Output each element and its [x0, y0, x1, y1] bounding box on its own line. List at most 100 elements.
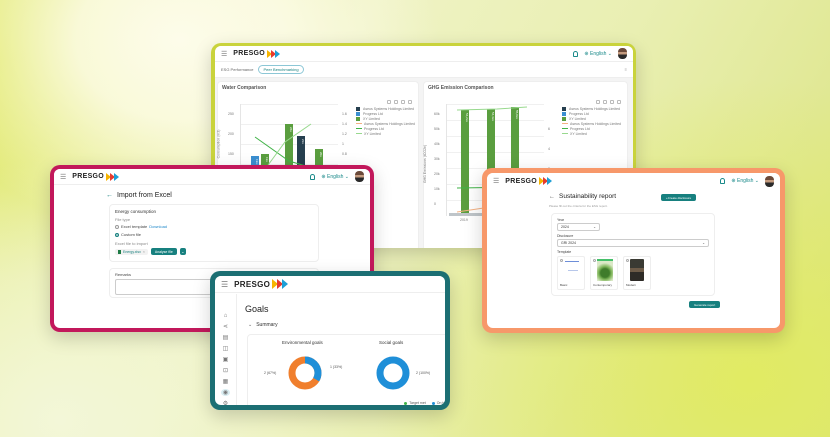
- download-link[interactable]: Download: [149, 224, 168, 229]
- create-disclosure-button[interactable]: + Create disclosure: [661, 194, 697, 201]
- language-selector[interactable]: ⊕ English ⌄: [731, 178, 759, 184]
- download-icon[interactable]: [617, 100, 621, 104]
- legend-item[interactable]: Aseus Systems Holdings Limited: [356, 106, 415, 111]
- water-legend: Aseus Systems Holdings Limited Progress …: [356, 106, 415, 136]
- calendar-icon[interactable]: ▤: [222, 335, 229, 341]
- bar-xy-2020[interactable]: 54,4xx: [487, 109, 495, 216]
- template-basic[interactable]: Basic: [557, 256, 585, 290]
- bar-xy-2019[interactable]: 54,2xx: [461, 110, 469, 216]
- chart-toolbar: [593, 91, 621, 109]
- back-arrow-icon[interactable]: ←: [549, 193, 555, 200]
- template-options: Basic Contemporary Modern: [557, 256, 709, 290]
- social-donut-chart[interactable]: [375, 355, 411, 391]
- legend-item[interactable]: XY Limited: [562, 116, 621, 121]
- share-icon[interactable]: ⋖: [222, 324, 229, 330]
- env-left-label: 2 (67%): [264, 371, 277, 375]
- excel-file-icon: [118, 249, 121, 254]
- more-icon[interactable]: ≡: [624, 67, 627, 72]
- radio-excel-template[interactable]: Excel template Download: [115, 224, 313, 229]
- ghg-chart-title: GHG Emission Comparison: [428, 85, 494, 91]
- radio-icon: [593, 259, 596, 262]
- y-ticks-right: 1.6 1.4 1.2 1 0.8: [342, 112, 347, 156]
- pan-icon[interactable]: [401, 100, 405, 104]
- legend-item[interactable]: Aseus Systems Holdings Limited: [562, 121, 621, 126]
- tab-esg-performance[interactable]: ESG Performance: [221, 67, 254, 72]
- page-header: ← Sustainability report: [549, 193, 616, 200]
- remove-file-icon[interactable]: ×: [142, 249, 145, 254]
- sidebar: ⌂ ⋖ ▤ ◫ ▣ ⊡ ▦ ◉ ⚙: [215, 294, 237, 405]
- analyse-dropdown-button[interactable]: ⌄: [179, 248, 186, 255]
- page-subtitle: Please fill out the criteria for the ESG…: [549, 204, 608, 208]
- page-title: Goals: [245, 304, 269, 314]
- document-icon[interactable]: ▣: [222, 357, 229, 363]
- legend-item[interactable]: Progress Ltd: [562, 126, 621, 131]
- page-header: ← Import from Excel: [106, 192, 172, 199]
- import-form-card: Energy consumption File type Excel templ…: [109, 204, 319, 262]
- legend-item[interactable]: XY Limited: [356, 131, 415, 136]
- logo: PRESGO: [505, 177, 553, 185]
- avatar[interactable]: [618, 48, 627, 59]
- language-selector[interactable]: ⊕ English ⌄: [584, 50, 612, 57]
- inbox-icon[interactable]: ⊡: [222, 368, 229, 374]
- year-select[interactable]: 2024 ⌄: [557, 223, 600, 231]
- top-bar: ☰ PRESGO ⊕ English ⌄: [215, 46, 633, 62]
- legend-item[interactable]: Progress Ltd: [356, 111, 415, 116]
- globe-icon[interactable]: ◉: [221, 389, 230, 396]
- menu-icon[interactable]: ☰: [60, 173, 67, 181]
- home-icon[interactable]: ⌂: [223, 313, 228, 319]
- legend-item[interactable]: Aseus Systems Holdings Limited: [562, 106, 621, 111]
- disclosure-select[interactable]: GRI 2024 ⌄: [557, 239, 709, 247]
- bell-icon[interactable]: [720, 178, 726, 184]
- legend-target-met[interactable]: Target met: [404, 401, 426, 405]
- y-axis-label-left: Consumption (m3): [216, 129, 221, 159]
- tab-peer-benchmarking[interactable]: Peer Benchmarking: [258, 65, 304, 74]
- bell-icon[interactable]: [573, 50, 579, 57]
- menu-icon[interactable]: ☰: [221, 50, 228, 58]
- radio-icon: [626, 259, 629, 262]
- menu-icon[interactable]: ☰: [493, 178, 500, 185]
- template-modern[interactable]: Modern: [623, 256, 651, 290]
- radio-custom-file[interactable]: Custom file: [115, 232, 313, 237]
- back-arrow-icon[interactable]: ←: [106, 192, 113, 199]
- summary-card: Environmental goals Social goals 2 (67%)…: [247, 334, 445, 405]
- generate-report-button[interactable]: Generate report: [689, 301, 721, 308]
- settings-icon[interactable]: ⚙: [222, 401, 229, 405]
- env-goals-title: Environmental goals: [282, 340, 323, 345]
- logo: PRESGO: [234, 279, 289, 289]
- home-icon[interactable]: [596, 100, 600, 104]
- language-selector[interactable]: ⊕ English ⌄: [321, 173, 349, 180]
- top-bar: ☰ PRESGO: [215, 276, 445, 293]
- bell-icon[interactable]: [310, 173, 316, 180]
- home-icon[interactable]: [387, 100, 391, 104]
- analyse-file-button[interactable]: Analyse file: [150, 248, 177, 255]
- template-thumbnail: [597, 259, 613, 281]
- goals-window: ☰ PRESGO ⌂ ⋖ ▤ ◫ ▣ ⊡ ▦ ◉ ⚙ Goals ⌄ Summa…: [210, 271, 450, 410]
- radio-icon: [115, 224, 119, 229]
- summary-toggle[interactable]: ⌄ Summary: [248, 322, 278, 328]
- chevron-down-icon: ⌄: [702, 241, 705, 245]
- legend-item[interactable]: Progress Ltd: [356, 126, 415, 131]
- avatar[interactable]: [765, 175, 774, 187]
- legend-on-track[interactable]: On track: [431, 401, 445, 405]
- book-icon[interactable]: ◫: [222, 346, 229, 352]
- zoom-icon[interactable]: [603, 100, 607, 104]
- pan-icon[interactable]: [610, 100, 614, 104]
- env-donut-chart[interactable]: [287, 355, 323, 391]
- legend-item[interactable]: XY Limited: [356, 116, 415, 121]
- template-contemporary[interactable]: Contemporary: [590, 256, 618, 290]
- report-icon[interactable]: ▦: [222, 379, 229, 385]
- tab-bar: ESG Performance Peer Benchmarking ≡: [215, 62, 633, 78]
- download-icon[interactable]: [408, 100, 412, 104]
- legend-item[interactable]: Progress Ltd: [562, 111, 621, 116]
- radio-icon: [560, 259, 563, 262]
- file-chip[interactable]: Energy.xlsx ×: [115, 248, 148, 255]
- y-ticks-right: 6 4 2: [548, 127, 550, 171]
- chevron-down-icon: ⌄: [593, 225, 596, 229]
- zoom-icon[interactable]: [394, 100, 398, 104]
- menu-icon[interactable]: ☰: [221, 279, 229, 289]
- legend-item[interactable]: XY Limited: [562, 131, 621, 136]
- legend-item[interactable]: Aseus Systems Holdings Limited: [356, 121, 415, 126]
- bar-xy-2021[interactable]: 55,0xx: [511, 107, 519, 216]
- avatar[interactable]: [355, 171, 364, 182]
- chart-toolbar: [384, 91, 412, 109]
